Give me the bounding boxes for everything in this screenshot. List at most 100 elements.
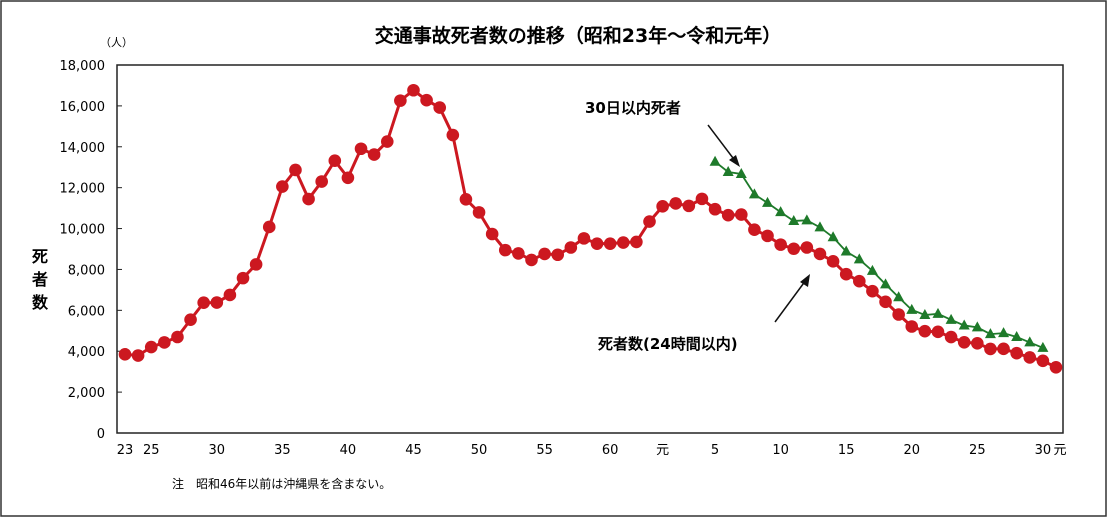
y-tick-label: 12,000 [60,182,106,197]
data-point [472,206,486,219]
data-point [774,238,787,251]
data-point [813,247,827,261]
y-label-char: 死 [32,247,48,266]
x-tick-label: 35 [274,443,291,458]
data-point [210,296,224,309]
data-point [223,288,237,302]
data-point [971,321,983,332]
data-point [892,308,905,321]
data-point [577,232,591,245]
y-unit: （人） [100,36,133,49]
annotation-30day: 30日以内死者 [585,99,681,117]
data-point [564,241,578,254]
data-point [131,349,145,362]
x-tick-label: 30 [1035,443,1052,458]
data-point [721,208,735,222]
data-point [958,319,970,330]
data-point [853,274,866,288]
data-point [1023,351,1037,364]
x-tick-label: 30 [209,443,226,458]
data-point [906,303,918,314]
data-point [722,165,734,176]
data-point [184,313,197,326]
data-point [709,155,721,166]
data-point [775,206,787,217]
data-point [984,342,997,356]
data-point [826,255,840,268]
y-tick-label: 8,000 [68,263,105,278]
data-point [380,135,394,148]
y-tick-label: 16,000 [60,100,106,115]
x-tick-label: 10 [772,443,789,458]
data-point [944,330,958,344]
data-point [708,202,722,216]
data-point [984,328,996,339]
data-point [1037,341,1049,352]
chart-title: 交通事故死者数の推移（昭和23年～令和元年） [375,24,781,47]
data-point [893,291,905,302]
annotation-arrow-24h [774,279,807,323]
data-point [302,192,315,206]
data-point [1010,346,1023,360]
data-point [394,94,407,107]
arrowhead-icon [800,274,810,287]
data-point [656,200,669,213]
y-tick-label: 10,000 [60,223,106,238]
data-point [695,192,709,206]
data-point [289,163,302,177]
x-tick-label: 20 [903,443,920,458]
data-point [315,175,328,188]
data-point [407,83,420,97]
data-point [748,188,760,199]
x-tick-label: 45 [405,443,422,458]
x-tick-label: 15 [838,443,855,458]
x-tick-label: 55 [536,443,553,458]
data-point [538,247,551,261]
x-tick-label: 25 [143,443,160,458]
data-point [800,241,814,254]
x-tick-label: 50 [471,443,488,458]
y-tick-label: 14,000 [60,141,106,156]
data-point [787,242,801,256]
data-point [748,223,761,237]
y-tick-label: 0 [97,427,105,442]
data-point [957,335,971,349]
data-point [734,208,748,221]
data-point [525,253,538,267]
data-point [643,215,656,228]
y-tick-label: 18,000 [60,59,106,74]
x-tick-label: 25 [969,443,986,458]
data-point [853,253,865,264]
data-point [433,101,447,114]
y-label-char: 数 [32,293,49,312]
data-point [735,167,747,178]
data-point [341,171,355,185]
footnote: 注 昭和46年以前は沖縄県を含まない。 [172,476,391,491]
data-point [616,236,630,249]
data-point [788,214,800,225]
y-label-char: 者 [31,270,48,289]
data-point [866,284,879,298]
data-point [485,227,499,241]
annotation-24h: 死者数(24時間以内) [598,335,738,353]
data-point [367,148,381,161]
data-point [144,340,158,354]
data-point [276,180,289,193]
data-point [328,154,342,168]
data-point [931,325,945,339]
plot-area [116,64,1064,434]
data-point [459,192,473,206]
data-point [590,237,604,250]
data-point [905,320,919,333]
x-tick-label: 元 [1053,443,1066,458]
data-point [866,264,878,275]
data-point [945,313,957,324]
data-point [840,245,852,256]
data-point [1024,336,1036,347]
x-tick-label: 元 [656,443,669,458]
data-point [236,271,250,285]
data-point [512,247,525,260]
data-point [827,231,839,242]
data-point [879,295,892,309]
